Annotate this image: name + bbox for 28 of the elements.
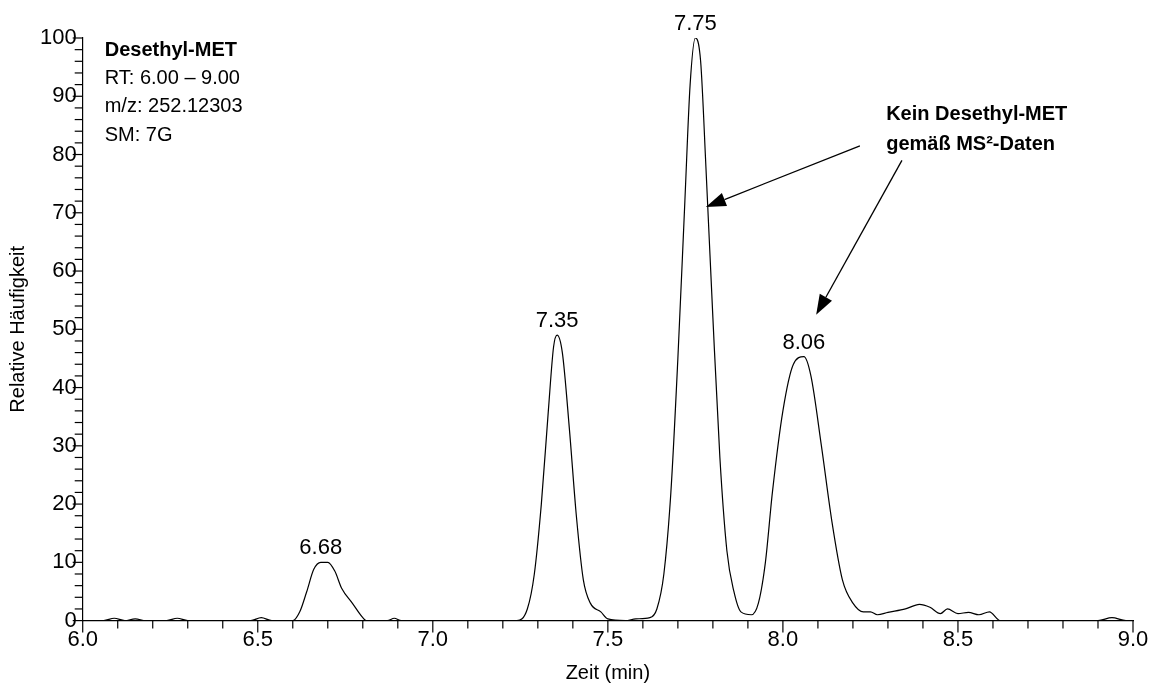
x-tick-label: 6.5 [242, 625, 274, 651]
annotation: SM: 7G [104, 122, 173, 145]
x-tick-label: 7.5 [592, 625, 624, 651]
annotation: Kein Desethyl-MET gemäß MS²-Daten [886, 101, 1068, 154]
y-tick-label: 30 [52, 431, 77, 457]
y-tick-label: 0 [64, 606, 77, 632]
annotation: 8.06 [782, 328, 826, 354]
x-axis-title: Zeit (min) [565, 660, 651, 683]
annotation: m/z: 252.12303 [104, 94, 243, 117]
y-axis-title: Relative Häufigkeit [5, 245, 28, 413]
y-tick-label: 60 [52, 257, 77, 283]
x-tick-label: 7.0 [417, 625, 449, 651]
annotation: 7.75 [673, 10, 717, 36]
y-tick-label: 80 [52, 140, 77, 166]
chart-title: Desethyl-MET [104, 37, 237, 60]
x-tick-label: 8.0 [767, 625, 799, 651]
x-tick-label: 9.0 [1117, 625, 1149, 651]
y-tick-label: 20 [52, 490, 77, 516]
annotation: 6.68 [299, 534, 343, 560]
y-tick-label: 90 [52, 82, 77, 108]
annotation: 7.35 [535, 307, 579, 333]
y-tick-label: 70 [52, 198, 77, 224]
x-tick-label: 8.5 [942, 625, 974, 651]
annotation: RT: 6.00 – 9.00 [104, 65, 240, 88]
y-tick-label: 50 [52, 315, 77, 341]
y-tick-label: 100 [39, 24, 77, 50]
y-tick-label: 10 [52, 548, 77, 574]
y-tick-label: 40 [52, 373, 77, 399]
